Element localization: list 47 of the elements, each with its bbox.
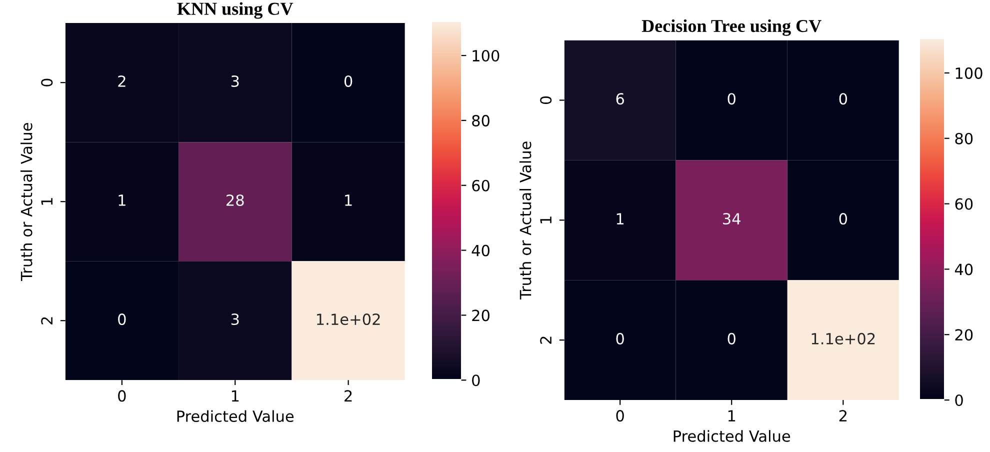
x-tick-label: 1 [232, 390, 239, 402]
data-label: 1.1e+02 [317, 313, 380, 326]
chart-title: Decision Tree using CV [642, 19, 822, 36]
y-tick-label: 1 [41, 198, 52, 205]
data-label: 2 [118, 75, 126, 87]
data-label: 0 [616, 332, 624, 344]
color-bar-label: 80 [472, 114, 490, 126]
y-tick-label: 2 [41, 317, 52, 324]
y-axis-title: Truth or Actual Value [20, 123, 32, 281]
color-bar-label: 0 [472, 374, 480, 386]
data-label: 34 [723, 213, 740, 225]
color-bar-label: 40 [954, 264, 973, 276]
data-label: 1.1e+02 [812, 332, 875, 344]
color-bar-label: 40 [472, 244, 490, 256]
y-tick-label: 0 [41, 78, 53, 86]
color-bar-label: 100 [956, 67, 982, 79]
data-label: 0 [839, 93, 847, 105]
data-label: 3 [231, 75, 239, 87]
x-tick-label: 0 [616, 410, 624, 422]
x-axis-title: Predicted Value [177, 410, 294, 422]
data-label: 0 [728, 93, 736, 105]
data-label: 1 [345, 194, 352, 206]
data-label: 3 [231, 313, 239, 326]
data-label: 0 [728, 332, 736, 344]
color-bar-label: 60 [955, 198, 973, 210]
data-label: 6 [616, 93, 624, 105]
y-tick-label: 1 [540, 216, 552, 224]
x-tick-label: 2 [839, 410, 846, 422]
color-bar-label: 80 [955, 132, 973, 144]
x-tick-label: 1 [728, 410, 736, 422]
chart-title: KNN using CV [177, 2, 294, 19]
color-bar-label: 20 [955, 329, 973, 341]
x-tick-label: 0 [118, 390, 126, 402]
data-label: 28 [226, 194, 244, 206]
x-tick-label: 2 [344, 390, 352, 402]
data-label: 1 [616, 213, 624, 224]
y-axis-title: Truth or Actual Value [519, 142, 532, 300]
color-bar-label: 20 [472, 310, 490, 322]
data-label: 1 [118, 194, 126, 206]
data-label: 0 [118, 313, 126, 326]
y-tick-label: 2 [540, 336, 552, 344]
color-bar-label: 60 [472, 180, 490, 192]
data-label: 0 [344, 75, 352, 87]
data-label: 0 [839, 213, 847, 225]
y-tick-label: 0 [540, 96, 552, 104]
color-bar-label: 100 [472, 50, 500, 62]
x-axis-title: Predicted Value [674, 430, 790, 442]
